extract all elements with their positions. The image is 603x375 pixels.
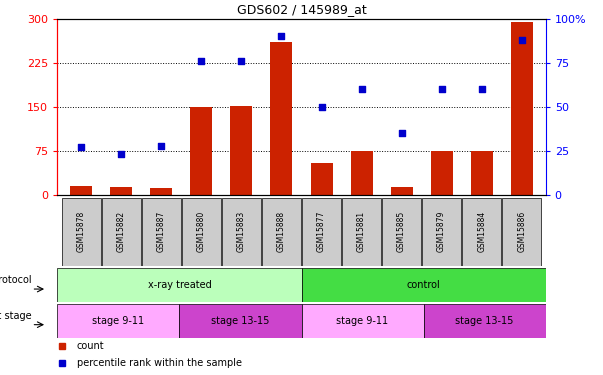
Point [437, 86, 446, 92]
Bar [462, 198, 501, 266]
Bar [182, 198, 221, 266]
Point [317, 104, 326, 110]
Bar [391, 188, 412, 195]
Bar [142, 198, 181, 266]
Bar [57, 304, 180, 338]
Bar [302, 268, 546, 302]
Bar [311, 163, 332, 195]
Bar [350, 151, 373, 195]
Bar [271, 42, 292, 195]
Text: GSM15877: GSM15877 [317, 211, 326, 252]
Point [397, 130, 406, 136]
Text: count: count [77, 341, 104, 351]
Text: GSM15885: GSM15885 [397, 211, 406, 252]
Text: GSM15888: GSM15888 [277, 211, 286, 252]
Bar [150, 188, 172, 195]
Text: control: control [407, 280, 440, 290]
Text: GSM15882: GSM15882 [117, 211, 126, 252]
Text: GSM15883: GSM15883 [237, 211, 246, 252]
Bar [110, 187, 132, 195]
Point [357, 86, 367, 92]
Title: GDS602 / 145989_at: GDS602 / 145989_at [236, 3, 367, 16]
Point [157, 142, 166, 148]
Text: development stage: development stage [0, 310, 31, 321]
Point [197, 58, 206, 64]
Point [517, 37, 526, 43]
Point [77, 144, 86, 150]
Bar [502, 198, 541, 266]
Bar [57, 268, 302, 302]
Bar [471, 151, 493, 195]
Bar [342, 198, 381, 266]
Text: GSM15887: GSM15887 [157, 211, 166, 252]
Text: GSM15881: GSM15881 [357, 211, 366, 252]
Bar [191, 107, 212, 195]
Point [477, 86, 487, 92]
Bar [262, 198, 301, 266]
Bar [422, 198, 461, 266]
Bar [222, 198, 261, 266]
Text: GSM15878: GSM15878 [77, 211, 86, 252]
Point [116, 152, 126, 157]
Bar [230, 106, 253, 195]
Bar [180, 304, 302, 338]
Bar [71, 186, 92, 195]
Bar [62, 198, 101, 266]
Text: percentile rank within the sample: percentile rank within the sample [77, 358, 242, 368]
Bar [302, 304, 423, 338]
Text: GSM15879: GSM15879 [437, 211, 446, 252]
Text: stage 9-11: stage 9-11 [92, 316, 144, 326]
Bar [382, 198, 421, 266]
Text: GSM15880: GSM15880 [197, 211, 206, 252]
Bar [431, 151, 453, 195]
Point [236, 58, 246, 64]
Text: GSM15886: GSM15886 [517, 211, 526, 252]
Text: protocol: protocol [0, 275, 31, 285]
Bar [423, 304, 546, 338]
Text: x-ray treated: x-ray treated [148, 280, 211, 290]
Text: GSM15884: GSM15884 [477, 211, 486, 252]
Bar [302, 198, 341, 266]
Bar [102, 198, 141, 266]
Text: stage 13-15: stage 13-15 [455, 316, 514, 326]
Bar [511, 22, 532, 195]
Text: stage 9-11: stage 9-11 [336, 316, 388, 326]
Point [277, 33, 286, 39]
Text: stage 13-15: stage 13-15 [211, 316, 270, 326]
